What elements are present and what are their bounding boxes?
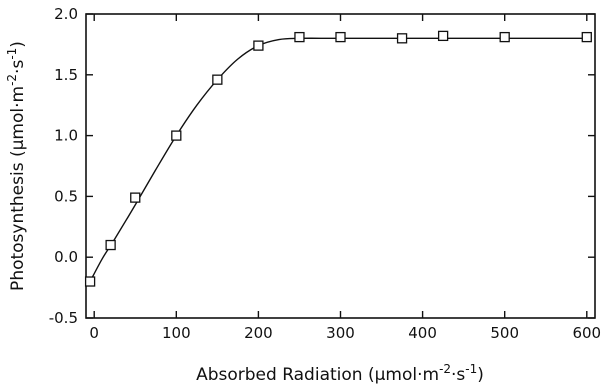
y-axis-title: Photosynthesis (µmol·m-2·s-1) <box>5 41 28 291</box>
x-tick-label: 400 <box>408 324 437 342</box>
data-point <box>84 276 96 287</box>
data-point <box>253 40 264 51</box>
y-tick-label: 1.5 <box>54 66 78 84</box>
data-point <box>212 74 223 85</box>
x-tick-label: 100 <box>162 324 191 342</box>
data-point <box>396 33 408 44</box>
data-point <box>581 31 592 43</box>
y-tick-label: 0.0 <box>54 248 78 266</box>
y-tick-label: 2.0 <box>54 5 78 23</box>
tick-labels: 0 100 200 300 400 500 600 -0.5 0.0 0.5 1.0 1.5 2.0 <box>49 5 601 342</box>
x-tick-label: 0 <box>89 324 99 342</box>
y-tick-label: 1.0 <box>54 127 78 145</box>
x-tick-label: 600 <box>572 324 601 342</box>
ticks <box>86 13 595 319</box>
data-point <box>335 31 346 43</box>
data-point <box>437 30 449 42</box>
data-point <box>499 31 510 43</box>
data-point <box>171 130 182 141</box>
data-markers <box>84 30 592 287</box>
x-tick-label: 200 <box>244 324 273 342</box>
x-tick-label: 300 <box>326 324 355 342</box>
data-point <box>294 31 305 43</box>
plot-frame <box>85 13 596 319</box>
data-point <box>105 239 116 251</box>
y-tick-label: -0.5 <box>49 309 78 327</box>
x-tick-label: 500 <box>490 324 519 342</box>
y-tick-label: 0.5 <box>54 187 78 205</box>
data-point <box>130 192 141 203</box>
x-axis-title: Absorbed Radiation (µmol·m-2·s-1) <box>196 362 484 385</box>
fit-curve <box>89 37 587 282</box>
